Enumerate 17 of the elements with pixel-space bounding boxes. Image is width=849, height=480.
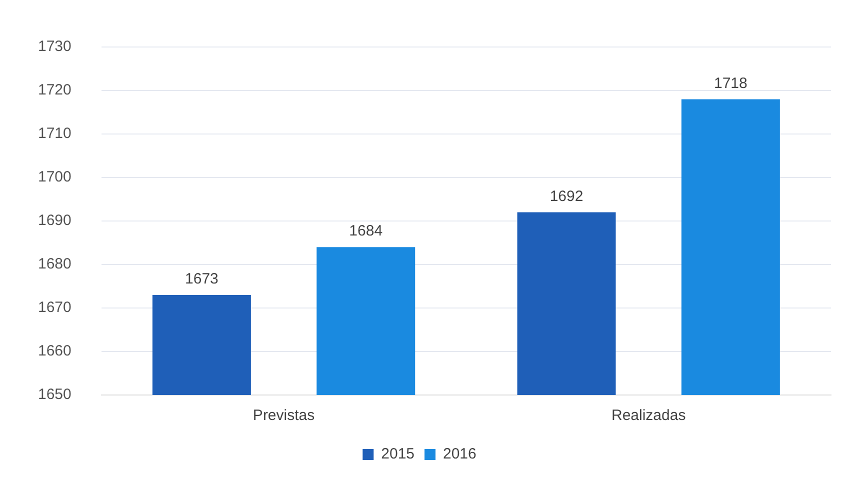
y-tick-label: 1680	[38, 256, 72, 273]
legend-label: 2016	[443, 446, 476, 463]
legend-label: 2015	[381, 446, 415, 463]
y-tick-label: 1690	[38, 212, 72, 230]
data-label: 1692	[550, 188, 584, 205]
y-tick-label: 1730	[38, 38, 72, 56]
y-tick-label: 1710	[38, 125, 72, 142]
data-label: 1684	[349, 222, 383, 240]
y-tick-label: 1670	[38, 299, 72, 316]
y-tick-label: 1720	[38, 82, 72, 99]
y-tick-label: 1700	[38, 168, 72, 186]
data-label: 1718	[714, 74, 748, 92]
data-label: 1673	[185, 270, 218, 288]
y-tick-label: 1650	[38, 386, 72, 404]
x-tick-label: Previstas	[252, 407, 315, 424]
x-tick-label: Realizadas	[611, 407, 686, 424]
y-tick-label: 1660	[38, 342, 72, 360]
